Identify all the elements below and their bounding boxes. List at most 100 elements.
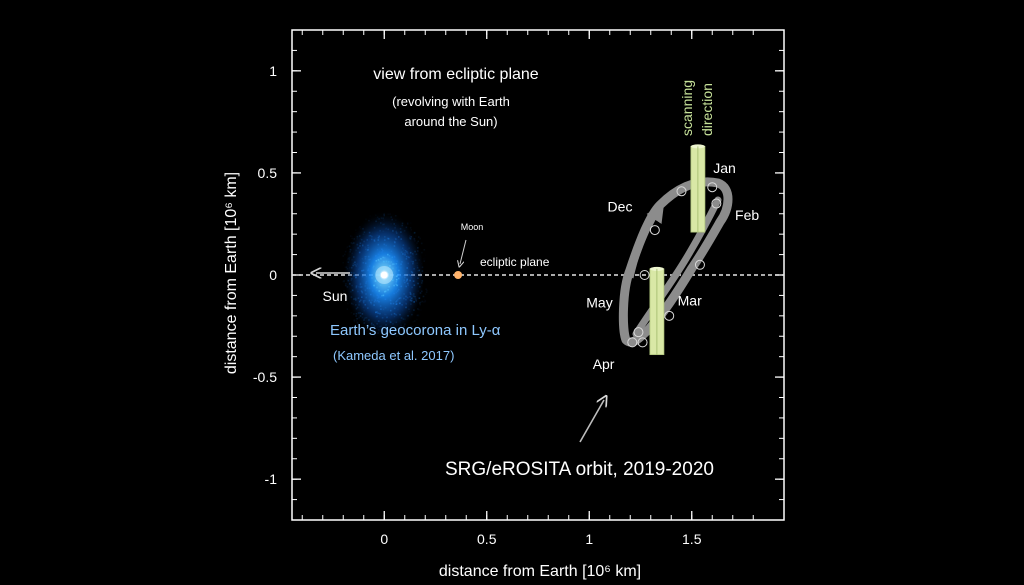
geocorona-speckle: [397, 312, 400, 315]
geocorona-speckle: [363, 231, 366, 233]
geocorona-speckle: [386, 289, 389, 291]
geocorona-speckle: [407, 223, 409, 225]
geocorona-speckle: [426, 289, 428, 292]
geocorona-speckle: [361, 296, 363, 298]
geocorona-speckle: [395, 283, 397, 285]
geocorona-speckle: [387, 237, 389, 240]
geocorona-speckle: [382, 223, 384, 226]
geocorona-speckle: [358, 300, 361, 303]
geocorona-speckle: [379, 230, 381, 232]
geocorona-speckle: [356, 318, 359, 320]
geocorona-speckle: [383, 214, 385, 217]
geocorona-speckle: [415, 235, 417, 237]
geocorona-speckle: [412, 254, 415, 256]
month-label: Feb: [735, 207, 759, 223]
geocorona-speckle: [424, 257, 426, 259]
geocorona-speckle: [401, 334, 404, 337]
geocorona-speckle: [362, 300, 365, 302]
geocorona-speckle: [353, 274, 355, 277]
geocorona-speckle: [363, 288, 365, 290]
geocorona-speckle: [392, 302, 395, 305]
geocorona-speckle: [392, 323, 394, 325]
geocorona-speckle: [379, 296, 382, 299]
geocorona-speckle: [383, 239, 385, 241]
geocorona-speckle: [352, 262, 355, 265]
geocorona-speckle: [404, 331, 406, 333]
geocorona-speckle: [371, 235, 373, 238]
geocorona-speckle: [383, 257, 386, 259]
geocorona-speckle: [345, 285, 347, 287]
geocorona-speckle: [410, 222, 412, 224]
chart-subtitle-line-1: (revolving with Earth: [392, 94, 510, 109]
geocorona-speckle: [420, 277, 422, 279]
geocorona-speckle: [406, 279, 408, 281]
geocorona-speckle: [402, 310, 404, 312]
geocorona-speckle: [418, 269, 421, 271]
geocorona-speckle: [406, 230, 408, 232]
geocorona-speckle: [394, 305, 396, 307]
geocorona-speckle: [355, 276, 357, 279]
geocorona-speckle: [411, 313, 413, 316]
geocorona-speckle: [403, 274, 406, 277]
geocorona-speckle: [377, 299, 380, 302]
geocorona-speckle: [393, 284, 395, 287]
geocorona-speckle: [397, 225, 399, 227]
geocorona-speckle: [358, 302, 360, 304]
y-tick-labels: 1 0.5 0 -0.5 -1: [253, 63, 277, 487]
geocorona-speckle: [357, 290, 359, 293]
geocorona-speckle: [362, 228, 364, 230]
geocorona-speckle: [348, 270, 350, 272]
geocorona-speckle: [382, 217, 385, 220]
geocorona-speckle: [404, 284, 407, 286]
geocorona-speckle: [401, 261, 403, 263]
geocorona-speckle: [416, 319, 418, 321]
geocorona-speckle: [373, 284, 375, 287]
geocorona-speckle: [395, 313, 397, 316]
geocorona-speckle: [402, 269, 404, 272]
geocorona-speckle: [388, 261, 390, 263]
geocorona-speckle: [390, 216, 393, 218]
geocorona-speckle: [397, 277, 400, 280]
geocorona-speckle: [417, 277, 419, 279]
geocorona-speckle: [368, 258, 371, 261]
geocorona-speckle: [379, 284, 382, 286]
geocorona-speckle: [356, 243, 359, 246]
geocorona-speckle: [378, 325, 381, 328]
geocorona-speckle: [359, 258, 361, 260]
geocorona-speckle: [389, 213, 391, 215]
geocorona-speckle: [414, 297, 416, 300]
geocorona-speckle: [408, 247, 410, 249]
geocorona-speckle: [378, 301, 380, 303]
geocorona-speckle: [366, 249, 369, 251]
geocorona-speckle: [362, 269, 365, 272]
geocorona-speckle: [396, 290, 399, 292]
geocorona-speckle: [353, 272, 355, 274]
geocorona-speckle: [395, 263, 398, 265]
geocorona-speckle: [350, 264, 352, 266]
geocorona-speckle: [399, 264, 401, 267]
geocorona-speckle: [355, 229, 357, 231]
geocorona-speckle: [363, 322, 366, 324]
geocorona-speckle: [409, 279, 411, 282]
geocorona-speckle: [384, 290, 386, 293]
geocorona-speckle: [395, 288, 398, 290]
geocorona-speckle: [352, 264, 354, 267]
geocorona-speckle: [368, 287, 371, 289]
geocorona-speckle: [373, 300, 376, 303]
geocorona-speckle: [370, 302, 372, 305]
geocorona-speckle: [389, 321, 392, 323]
geocorona-speckle: [417, 308, 419, 310]
geocorona-speckle: [388, 329, 391, 331]
geocorona-speckle: [361, 244, 364, 247]
geocorona-speckle: [353, 256, 355, 258]
geocorona-speckle: [351, 289, 354, 292]
geocorona-speckle: [396, 260, 398, 262]
geocorona-speckle: [395, 313, 397, 316]
geocorona-speckle: [380, 258, 382, 260]
geocorona-speckle: [416, 242, 418, 244]
geocorona-speckle: [404, 253, 406, 255]
geocorona-speckle: [343, 280, 345, 282]
geocorona-speckle: [359, 267, 361, 269]
geocorona-speckle: [361, 270, 363, 272]
geocorona-speckle: [368, 235, 371, 237]
